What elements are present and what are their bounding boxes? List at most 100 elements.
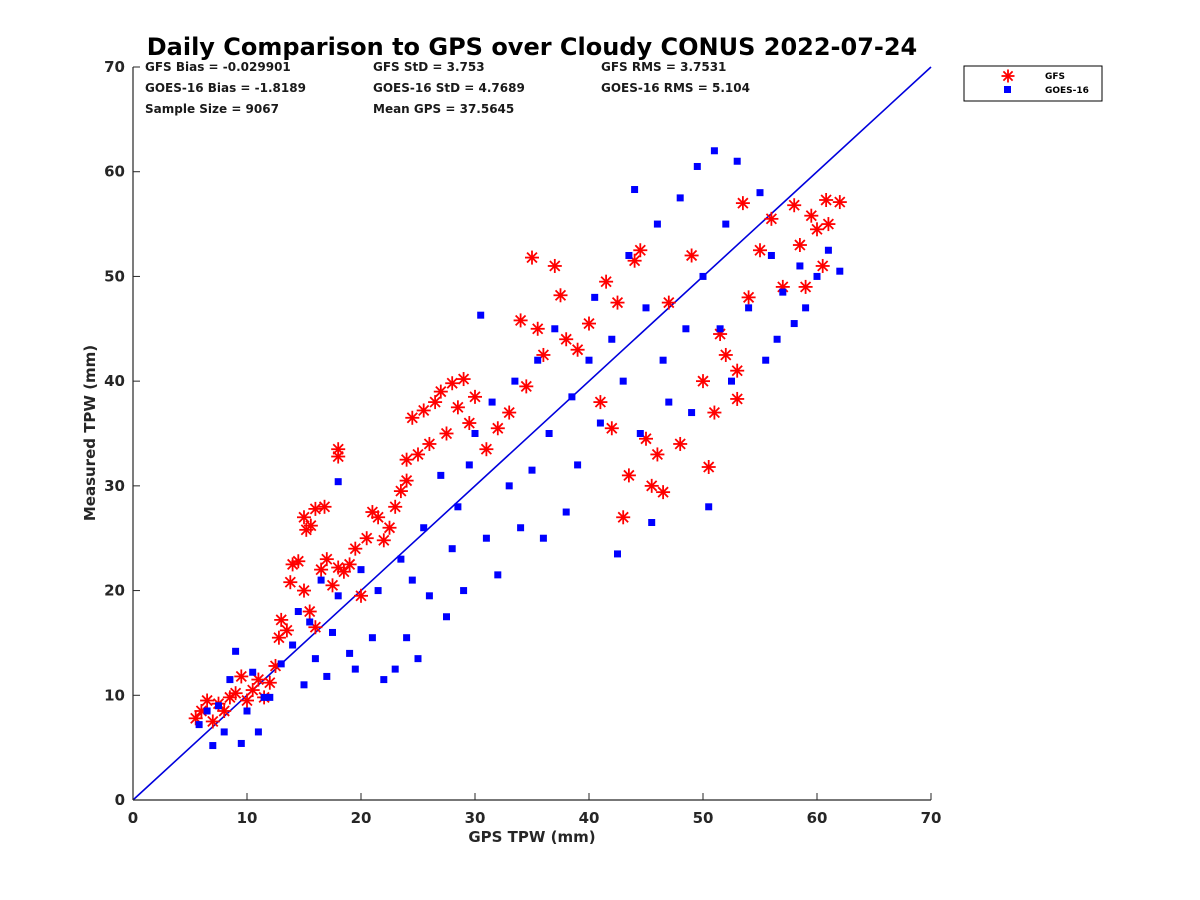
gfs-point: [718, 347, 733, 362]
gfs-point: [291, 554, 306, 569]
gfs-point: [428, 395, 443, 410]
goes16-point: [226, 676, 234, 684]
goes16-point: [391, 665, 399, 673]
goes16-point: [551, 325, 559, 333]
gfs-point: [650, 447, 665, 462]
gfs-point: [405, 410, 420, 425]
gfs-point: [336, 564, 351, 579]
goes16-point: [397, 555, 405, 563]
goes16-point: [346, 649, 354, 657]
gfs-point: [815, 258, 830, 273]
gfs-point: [274, 612, 289, 627]
goes16-points-layer: [195, 147, 844, 750]
legend: GFS GOES-16: [963, 65, 1103, 102]
goes16-point: [488, 398, 496, 406]
stat-r2-c1: Mean GPS = 37.5645: [373, 102, 514, 116]
goes16-point: [528, 466, 536, 474]
goes16-point: [195, 721, 203, 729]
goes16-point: [659, 356, 667, 364]
goes16-point: [334, 478, 342, 486]
stat-r1-c0: GOES-16 Bias = -1.8189: [145, 81, 306, 95]
goes16-point: [517, 524, 525, 532]
goes16-point: [323, 672, 331, 680]
gfs-point: [764, 211, 779, 226]
gfs-point: [302, 604, 317, 619]
gfs-point: [684, 248, 699, 263]
goes16-point: [688, 409, 696, 417]
y-axis-label: Measured TPW (mm): [81, 345, 99, 521]
gfs-point: [371, 510, 386, 525]
goes16-point: [614, 550, 621, 558]
goes16-point: [699, 272, 707, 280]
goes16-point: [471, 430, 479, 437]
goes16-point: [414, 655, 422, 663]
goes16-point: [260, 693, 268, 701]
gfs-point: [479, 442, 494, 457]
goes16-point: [802, 304, 810, 312]
gfs-point: [388, 499, 403, 514]
gfs-point: [730, 363, 745, 378]
goes16-point: [243, 707, 251, 715]
goes16-point: [773, 335, 781, 343]
gfs-point: [279, 623, 294, 638]
x-tick-label: 10: [237, 809, 258, 827]
goes16-point: [408, 576, 416, 584]
goes16-point: [403, 634, 411, 642]
gfs-point: [222, 690, 237, 705]
gfs-point: [604, 421, 619, 436]
y-tick-label: 30: [104, 477, 125, 495]
goes16-point: [368, 634, 376, 642]
goes16-point: [836, 267, 844, 275]
goes16-point: [813, 272, 821, 280]
goes16-point: [266, 693, 274, 701]
goes16-point: [220, 728, 228, 736]
goes16-point: [716, 325, 724, 333]
goes16-point: [745, 304, 753, 312]
gfs-point: [303, 518, 318, 533]
gfs-point: [393, 484, 408, 499]
gfs-point: [205, 714, 220, 729]
gfs-point: [819, 192, 834, 207]
goes16-point: [796, 262, 804, 270]
goes16-point: [249, 668, 257, 676]
x-axis-label: GPS TPW (mm): [468, 828, 595, 846]
gfs-point: [468, 389, 482, 404]
goes16-point: [648, 519, 656, 527]
gfs-point: [525, 250, 539, 265]
goes16-point: [534, 356, 542, 364]
goes16-point: [767, 251, 775, 259]
gfs-point: [513, 313, 528, 328]
goes16-point: [762, 356, 770, 364]
goes16-point: [585, 356, 593, 364]
goes16-point: [448, 545, 456, 553]
gfs-point: [456, 372, 471, 387]
y-tick-label: 40: [104, 372, 125, 390]
gfs-point: [200, 693, 215, 708]
gfs-point: [621, 468, 636, 483]
goes16-point: [254, 728, 262, 736]
goes16-point: [215, 702, 222, 710]
goes16-point: [317, 576, 325, 584]
chart-title: Daily Comparison to GPS over Cloudy CONU…: [147, 33, 918, 61]
x-tick-label: 30: [465, 809, 486, 827]
stat-r0-c1: GFS StD = 3.753: [373, 60, 485, 74]
goes16-point: [665, 398, 673, 406]
stat-r2-c0: Sample Size = 9067: [145, 102, 279, 116]
y-tick-label: 50: [104, 267, 125, 285]
gfs-point: [804, 208, 819, 223]
gfs-point: [570, 342, 585, 357]
gfs-point: [610, 295, 625, 310]
stat-r1-c2: GOES-16 RMS = 5.104: [601, 81, 750, 95]
gfs-point: [502, 405, 517, 420]
goes16-point: [653, 220, 661, 228]
gfs-point: [245, 683, 260, 698]
gfs-point: [416, 403, 431, 418]
goes16-point: [306, 618, 314, 626]
gfs-point: [359, 531, 374, 546]
legend-items: GFS GOES-16: [1001, 69, 1089, 96]
gfs-point: [325, 578, 340, 593]
gfs-point: [308, 501, 323, 516]
goes16-point: [420, 524, 428, 532]
gfs-point: [616, 510, 631, 525]
goes16-point: [300, 681, 308, 689]
